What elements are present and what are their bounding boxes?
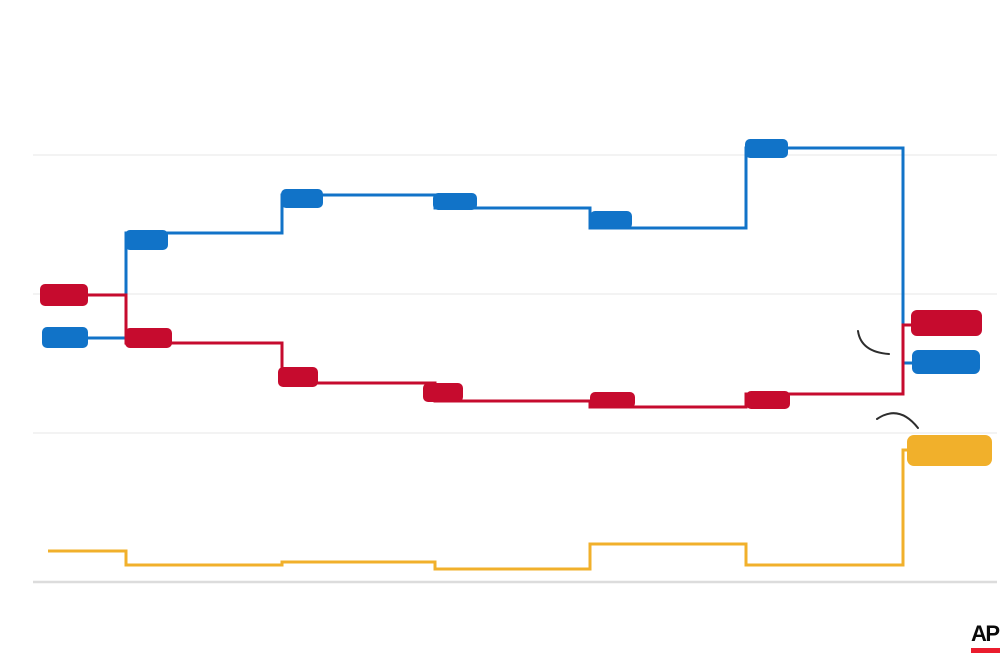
ap-logo-red-bar <box>971 648 1000 653</box>
label-box-red <box>746 391 790 409</box>
label-box-blue <box>912 350 980 374</box>
series-line-blue <box>44 146 913 365</box>
label-box-red <box>423 383 463 402</box>
series-line-red <box>42 293 913 409</box>
ap-logo-text: AP <box>971 621 1000 646</box>
label-box-blue <box>745 139 788 158</box>
label-box-red <box>590 392 635 408</box>
ap-logo: AP <box>971 623 1000 653</box>
series-line-gold <box>48 448 909 571</box>
label-box-red <box>125 328 172 348</box>
curve-annotation-lower <box>876 412 919 429</box>
label-box-red <box>40 284 88 306</box>
label-box-gold <box>907 435 992 466</box>
curve-annotation-upper <box>857 330 890 355</box>
label-box-blue <box>281 189 323 208</box>
label-box-blue <box>590 211 632 229</box>
label-box-blue <box>125 230 168 250</box>
label-box-blue <box>42 327 88 348</box>
label-box-red <box>278 367 318 387</box>
label-box-red <box>911 310 982 336</box>
label-box-blue <box>433 193 477 210</box>
